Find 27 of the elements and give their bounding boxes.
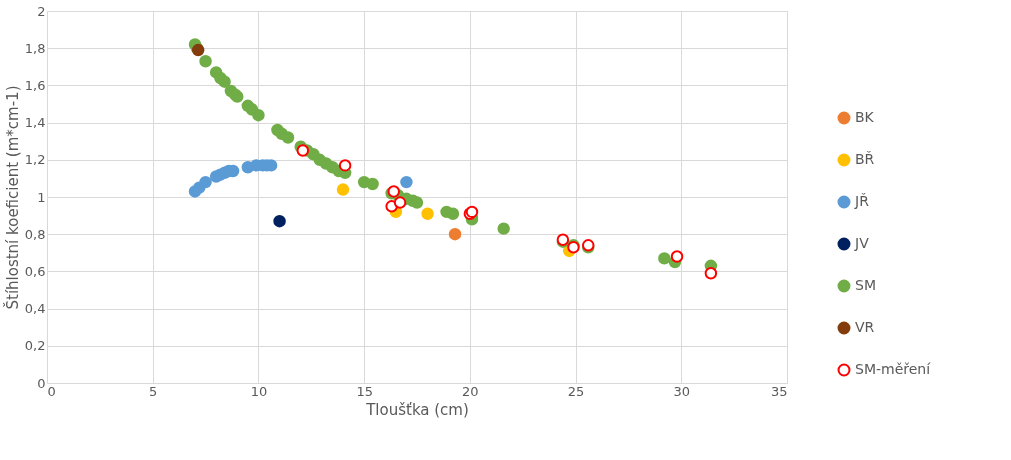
y-tick-label: 2 bbox=[37, 3, 46, 19]
y-axis-title: Štíhlostní koeficient (m*cm-1) bbox=[2, 85, 22, 310]
x-tick-label: 15 bbox=[356, 383, 373, 399]
x-tick-label: 35 bbox=[770, 383, 788, 399]
y-tick-label: 1,8 bbox=[24, 40, 46, 56]
legend-label: JV bbox=[854, 235, 870, 251]
legend-label: BK bbox=[855, 109, 875, 125]
x-axis-title: Tloušťka (cm) bbox=[365, 400, 469, 419]
y-tick-label: 0,4 bbox=[24, 301, 46, 317]
legend-label: SM-měření bbox=[855, 361, 932, 377]
y-tick-label: 0,2 bbox=[24, 338, 46, 354]
x-tick-label: 25 bbox=[567, 383, 585, 399]
y-tick-label: 0,6 bbox=[24, 263, 46, 279]
y-tick-label: 1,6 bbox=[24, 77, 46, 93]
y-tick-label: 1,2 bbox=[24, 152, 46, 168]
x-tick-label: 30 bbox=[673, 383, 691, 399]
y-tick-label: 1 bbox=[37, 189, 46, 205]
y-tick-label: 1,4 bbox=[24, 115, 46, 131]
legend-label: SM bbox=[855, 277, 876, 293]
legend-label: BŘ bbox=[855, 151, 875, 167]
x-tick-label: 20 bbox=[462, 383, 479, 399]
y-tick-label: 0,8 bbox=[24, 226, 46, 242]
x-tick-label: 5 bbox=[149, 383, 158, 399]
x-tick-label: 10 bbox=[250, 383, 268, 399]
legend-label: JŘ bbox=[854, 193, 870, 209]
legend-label: VR bbox=[855, 319, 875, 335]
x-tick-label: 0 bbox=[47, 383, 56, 399]
